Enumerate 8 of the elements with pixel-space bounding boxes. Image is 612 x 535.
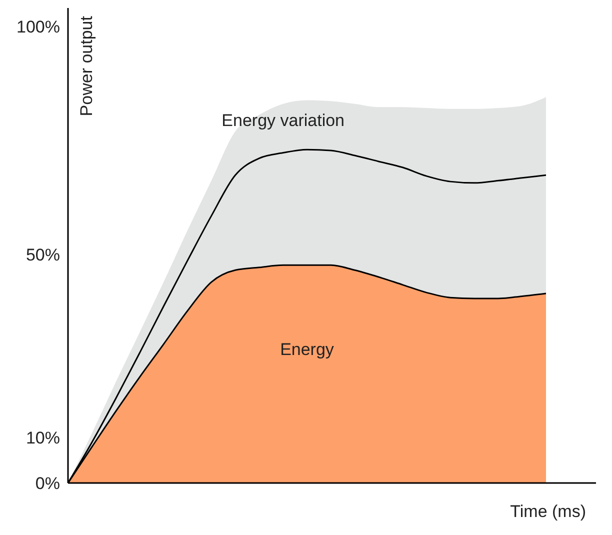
y-tick-label: 50%	[26, 246, 60, 265]
y-tick-label: 100%	[16, 17, 60, 36]
y-axis-title: Power output	[77, 16, 96, 116]
y-tick-label: 0%	[35, 474, 60, 494]
y-tick-label: 10%	[26, 428, 60, 448]
series-label: Energy variation	[222, 110, 345, 130]
series-label: Energy	[280, 340, 334, 360]
x-axis-title: Time (ms)	[510, 502, 586, 521]
